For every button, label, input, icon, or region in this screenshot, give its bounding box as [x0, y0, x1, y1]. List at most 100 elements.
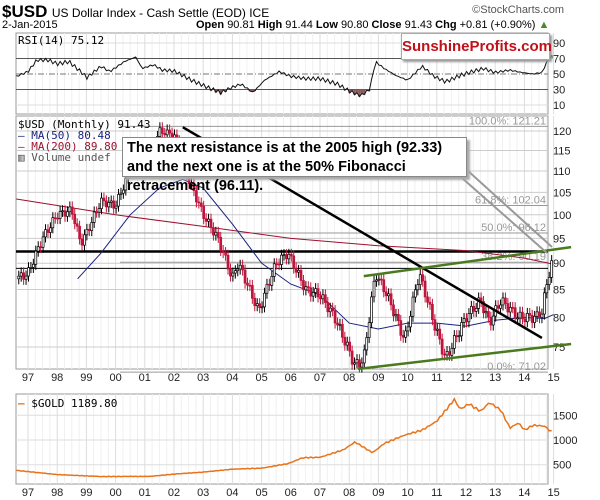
fib-label: 50.0%: 96.12 — [481, 222, 546, 234]
candle — [384, 291, 388, 297]
close-value: 91.43 — [404, 19, 433, 31]
gold-year-tick-label: 12 — [460, 487, 472, 499]
candle — [258, 303, 262, 308]
candle — [122, 189, 125, 194]
candle — [92, 211, 96, 223]
year-tick-label: 09 — [372, 372, 384, 384]
candle — [465, 318, 468, 323]
up-arrow-icon: ▲ — [538, 19, 550, 31]
candle — [53, 217, 57, 220]
candle — [107, 202, 111, 208]
candle — [435, 328, 439, 331]
year-tick-label: 12 — [460, 372, 472, 384]
candle — [379, 278, 383, 281]
candle — [224, 252, 227, 256]
candle — [338, 323, 342, 326]
candle — [311, 292, 315, 297]
rsi-tick-label: 30 — [553, 85, 565, 97]
candle — [195, 190, 198, 203]
candle — [190, 182, 193, 185]
gold-year-tick-label: 13 — [489, 487, 501, 499]
gold-year-tick-label: 04 — [226, 487, 238, 499]
candle — [100, 197, 103, 209]
candle — [204, 218, 208, 222]
candle — [445, 351, 449, 356]
rsi-tick-label: 50 — [553, 69, 565, 81]
gold-year-tick-label: 10 — [401, 487, 413, 499]
candle — [499, 304, 502, 309]
year-tick-label: 14 — [518, 372, 530, 384]
rsi-legend: RSI(14) 75.12 — [18, 34, 105, 47]
candle — [32, 263, 35, 268]
year-tick-label: 15 — [547, 372, 559, 384]
candle — [547, 276, 551, 285]
candle — [306, 286, 310, 289]
candle — [109, 200, 113, 203]
candle — [355, 359, 359, 364]
year-tick-label: 10 — [401, 372, 413, 384]
candle — [404, 330, 408, 338]
candle — [221, 250, 225, 253]
fib-label: 0.0%: 71.02 — [487, 361, 546, 373]
legend-ma50: — MA(50) 80.48 — [18, 129, 111, 142]
candle — [233, 270, 237, 274]
candle — [105, 200, 108, 208]
year-tick-label: 98 — [51, 372, 63, 384]
candle — [433, 319, 437, 331]
candle — [214, 231, 218, 236]
gold-year-tick-label: 97 — [22, 487, 34, 499]
candle — [448, 351, 451, 356]
gold-year-tick-label: 05 — [255, 487, 267, 499]
price-tick-label: 105 — [553, 187, 571, 199]
candle — [287, 253, 291, 260]
candle — [112, 200, 116, 209]
candle — [377, 278, 381, 281]
candle — [268, 283, 271, 286]
candle — [535, 311, 539, 317]
candle — [22, 272, 25, 280]
year-tick-label: 07 — [314, 372, 326, 384]
candle — [372, 280, 376, 298]
candle — [299, 270, 303, 281]
legend-ma200-label: MA(200) 89.80 — [31, 140, 118, 153]
gold-year-tick-label: 09 — [372, 487, 384, 499]
gold-year-tick-label: 01 — [139, 487, 151, 499]
gold-year-tick-label: 02 — [168, 487, 180, 499]
date-label: 2-Jan-2015 — [2, 19, 58, 31]
candle — [95, 211, 98, 214]
legend-volume: ▥ Volume undef — [18, 151, 111, 164]
year-tick-label: 01 — [139, 372, 151, 384]
year-tick-label: 11 — [431, 372, 442, 384]
candle — [550, 260, 554, 278]
chart-title: $USD US Dollar Index - Cash Settle (EOD)… — [2, 2, 269, 22]
open-label: Open — [196, 19, 225, 31]
gold-year-tick-label: 07 — [314, 487, 326, 499]
candle — [51, 217, 55, 229]
candle — [326, 302, 330, 313]
candle — [39, 246, 43, 249]
candle — [345, 341, 349, 346]
price-tick-label: 110 — [553, 166, 571, 178]
legend-volume-label: Volume undef — [31, 151, 111, 164]
candle — [321, 294, 325, 300]
candle — [472, 305, 476, 312]
candle — [336, 322, 339, 326]
candle — [414, 289, 417, 298]
price-tick-label: 100 — [553, 210, 571, 222]
candle — [158, 127, 162, 137]
candle — [401, 334, 405, 338]
candle — [229, 268, 232, 277]
price-tick-label: 85 — [553, 284, 565, 296]
candle — [482, 301, 485, 314]
fib-label: 61.8%: 102.04 — [475, 195, 546, 207]
candle — [243, 269, 247, 284]
high-value: 91.44 — [285, 19, 313, 31]
fib-label: 100.0%: 121.21 — [469, 115, 546, 127]
annotation-pointer — [466, 169, 553, 248]
candle — [528, 313, 532, 316]
year-tick-label: 08 — [343, 372, 355, 384]
candle — [102, 197, 106, 202]
candle — [319, 296, 322, 300]
candle — [523, 318, 527, 323]
